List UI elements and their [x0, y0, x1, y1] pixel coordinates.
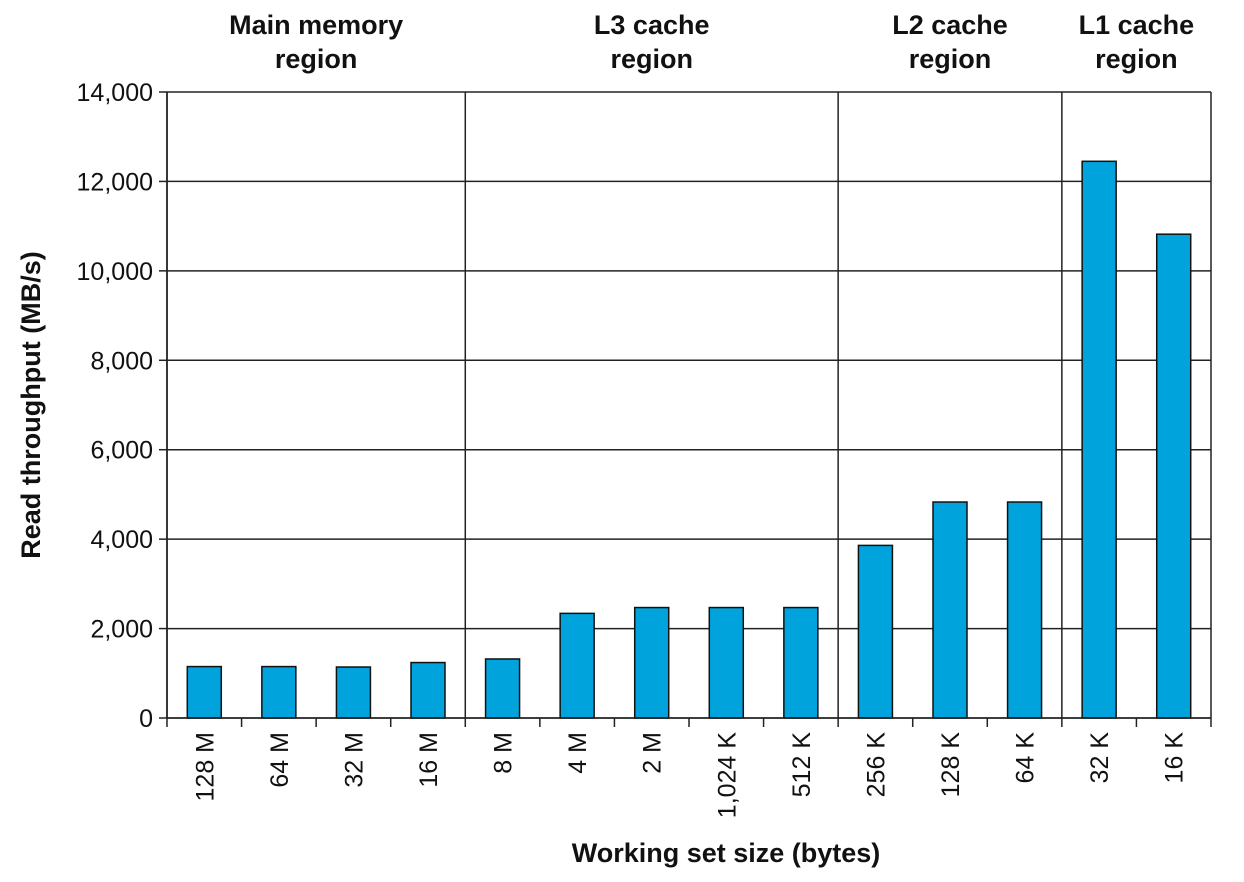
- region-label-line2: region: [610, 44, 693, 74]
- y-tick-label: 4,000: [90, 526, 153, 554]
- region-label-line1: Main memory: [229, 10, 403, 40]
- labels: 0 2,000 4,000 6,000 8,000 10,000 12,000 14,000 M…: [77, 10, 1195, 818]
- bar: [857, 544, 894, 719]
- bar: [932, 501, 968, 719]
- x-tick-label: 64 M: [266, 732, 294, 788]
- y-tick-label: 8,000: [90, 347, 153, 375]
- bar: [559, 612, 595, 719]
- x-tick-label: 32 M: [340, 732, 368, 788]
- x-tick-label: 8 M: [490, 732, 518, 774]
- bar: [1081, 160, 1117, 719]
- bar: [261, 665, 297, 719]
- region-label-line1: L1 cache: [1079, 10, 1195, 40]
- region-label-line2: region: [1095, 44, 1178, 74]
- y-tick-label: 2,000: [90, 616, 153, 644]
- y-axis-title: Read throughput (MB/s): [16, 251, 46, 558]
- bars: [186, 160, 1192, 719]
- bar: [633, 606, 670, 719]
- region-label-line2: region: [909, 44, 992, 74]
- region-label-line1: L3 cache: [594, 10, 710, 40]
- bar: [410, 661, 446, 719]
- bar: [335, 666, 372, 719]
- bar: [783, 606, 819, 719]
- x-tick-label: 16 K: [1161, 732, 1189, 784]
- x-tick-label: 512 K: [788, 732, 816, 798]
- x-tick-label: 1,024 K: [713, 732, 741, 819]
- region-label-line2: region: [275, 44, 358, 74]
- x-tick-label: 4 M: [564, 732, 592, 774]
- bar: [186, 665, 223, 719]
- x-tick-label: 128 K: [937, 732, 965, 798]
- bar: [1006, 501, 1043, 719]
- bar: [708, 606, 745, 719]
- y-tick-label: 12,000: [77, 168, 153, 196]
- x-tick-label: 16 M: [415, 732, 443, 788]
- x-tick-label: 32 K: [1086, 732, 1114, 784]
- x-axis-title: Working set size (bytes): [572, 838, 881, 868]
- bar: [484, 658, 521, 719]
- y-tick-label: 6,000: [90, 437, 153, 465]
- y-tick-label: 10,000: [77, 258, 153, 286]
- x-tick-label: 128 M: [191, 732, 219, 801]
- x-tick-label: 256 K: [862, 732, 890, 798]
- x-tick-label: 2 M: [639, 732, 667, 774]
- region-dividers: [464, 92, 1063, 718]
- y-tick-label: 14,000: [77, 79, 153, 107]
- grid-lines: [167, 91, 1211, 630]
- axes: [159, 91, 1212, 727]
- x-tick-label: 64 K: [1012, 732, 1040, 784]
- bar: [1155, 233, 1192, 719]
- y-tick-label: 0: [139, 705, 153, 733]
- region-label-line1: L2 cache: [892, 10, 1008, 40]
